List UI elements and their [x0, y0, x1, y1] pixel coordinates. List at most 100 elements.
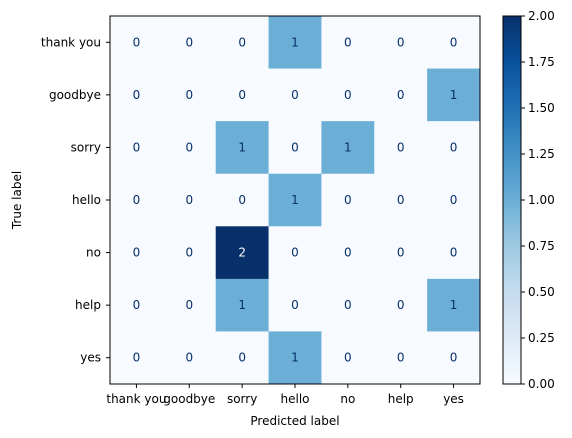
cell-value-label: 0: [344, 246, 352, 260]
heatmap-cell: [374, 16, 428, 70]
cell-value-label: 0: [397, 140, 405, 154]
colorbar-tick-label: 0.50: [528, 285, 555, 299]
heatmap-cell: [321, 173, 375, 227]
y-tick-label: hello: [72, 193, 101, 207]
cell-value-label: 0: [450, 140, 458, 154]
heatmap-cell: [374, 331, 428, 385]
heatmap-cell: [268, 16, 322, 70]
x-axis-label: Predicted label: [250, 414, 339, 428]
heatmap-cell: [110, 173, 164, 227]
y-tick-label: help: [75, 298, 101, 312]
colorbar-tick-label: 0.00: [528, 377, 555, 391]
heatmap-cells: [110, 16, 481, 385]
heatmap-cell: [110, 226, 164, 280]
heatmap-cell: [374, 278, 428, 332]
cell-value-label: 0: [397, 298, 405, 312]
heatmap-cell: [215, 173, 270, 227]
cell-value-label: 0: [133, 140, 141, 154]
cell-value-label: 1: [291, 35, 299, 49]
y-axis-ticks: thank you goodbye sorry hello no help yes: [41, 35, 110, 365]
colorbar-tick-label: 1.25: [528, 147, 555, 161]
cell-value-label: 0: [397, 88, 405, 102]
cell-value-label: 2: [238, 246, 246, 260]
heatmap-cell: [162, 226, 217, 280]
heatmap-cell: [427, 121, 481, 175]
cell-value-label: 1: [238, 140, 246, 154]
x-tick-label: sorry: [227, 392, 257, 406]
heatmap-cell: [427, 226, 481, 280]
cell-value-label: 1: [291, 193, 299, 207]
heatmap-cell: [374, 226, 428, 280]
heatmap-cell: [215, 278, 270, 332]
y-tick-label: yes: [80, 351, 101, 365]
colorbar-tick-label: 1.50: [528, 101, 555, 115]
cell-value-label: 0: [133, 246, 141, 260]
heatmap-cell: [427, 68, 481, 122]
colorbar-tick-label: 2.00: [528, 9, 555, 23]
cell-value-label: 0: [291, 298, 299, 312]
heatmap-cell: [162, 278, 217, 332]
heatmap-cell: [162, 331, 217, 385]
heatmap-cell: [374, 173, 428, 227]
heatmap-cell: [215, 121, 270, 175]
heatmap-cell: [321, 331, 375, 385]
heatmap-cell: [321, 226, 375, 280]
heatmap-cell: [427, 331, 481, 385]
x-tick-label: yes: [443, 392, 464, 406]
cell-value-label: 0: [185, 140, 193, 154]
y-tick-label: thank you: [41, 35, 101, 49]
heatmap-cell: [215, 226, 270, 280]
cell-value-label: 1: [450, 298, 458, 312]
heatmap-cell: [215, 331, 270, 385]
x-tick-label: goodbye: [163, 392, 215, 406]
cell-value-label: 0: [397, 35, 405, 49]
heatmap-cell: [110, 278, 164, 332]
cell-value-label: 1: [238, 298, 246, 312]
cell-value-label: 0: [133, 351, 141, 365]
cell-value-label: 0: [450, 35, 458, 49]
heatmap-cell: [321, 121, 375, 175]
y-tick-label: no: [86, 246, 101, 260]
heatmap-cell: [268, 121, 322, 175]
cell-value-label: 0: [344, 351, 352, 365]
cell-value-label: 0: [185, 35, 193, 49]
cell-value-label: 0: [397, 193, 405, 207]
x-tick-label: help: [388, 392, 414, 406]
cell-value-label: 0: [291, 88, 299, 102]
cell-value-label: 0: [450, 193, 458, 207]
heatmap-cell: [321, 68, 375, 122]
cell-value-label: 0: [344, 193, 352, 207]
cell-value-label: 0: [133, 88, 141, 102]
colorbar-tick-label: 0.75: [528, 239, 555, 253]
colorbar-tick-label: 1.00: [528, 193, 555, 207]
heatmap-cell: [427, 278, 481, 332]
heatmap-cell: [162, 68, 217, 122]
cell-value-label: 0: [344, 88, 352, 102]
cell-value-label: 1: [291, 351, 299, 365]
x-tick-label: hello: [281, 392, 310, 406]
colorbar-tick-label: 1.75: [528, 55, 555, 69]
heatmap-cell: [110, 68, 164, 122]
heatmap-cell: [374, 121, 428, 175]
heatmap-cell: [162, 173, 217, 227]
cell-value-label: 0: [450, 246, 458, 260]
heatmap-cell: [268, 173, 322, 227]
y-tick-label: sorry: [71, 140, 101, 154]
cell-value-label: 0: [185, 193, 193, 207]
cell-value-label: 0: [291, 140, 299, 154]
heatmap-cell-labels: 0 0 0 1 0 0 0 0 0 0 0 0 0 1 0 0 1 0 1 0 0 0 0 0 1 0 0 0 0 0 2 0 0 0 0 0 0 1 0 0…: [133, 35, 458, 364]
heatmap-cell: [268, 278, 322, 332]
heatmap-cell: [268, 226, 322, 280]
cell-value-label: 1: [450, 88, 458, 102]
heatmap-cell: [215, 16, 270, 70]
cell-value-label: 0: [185, 351, 193, 365]
cell-value-label: 0: [133, 298, 141, 312]
heatmap-cell: [427, 16, 481, 70]
cell-value-label: 0: [344, 35, 352, 49]
cell-value-label: 0: [133, 35, 141, 49]
cell-value-label: 0: [185, 88, 193, 102]
heatmap-cell: [110, 331, 164, 385]
y-axis-label: True label: [10, 171, 24, 230]
